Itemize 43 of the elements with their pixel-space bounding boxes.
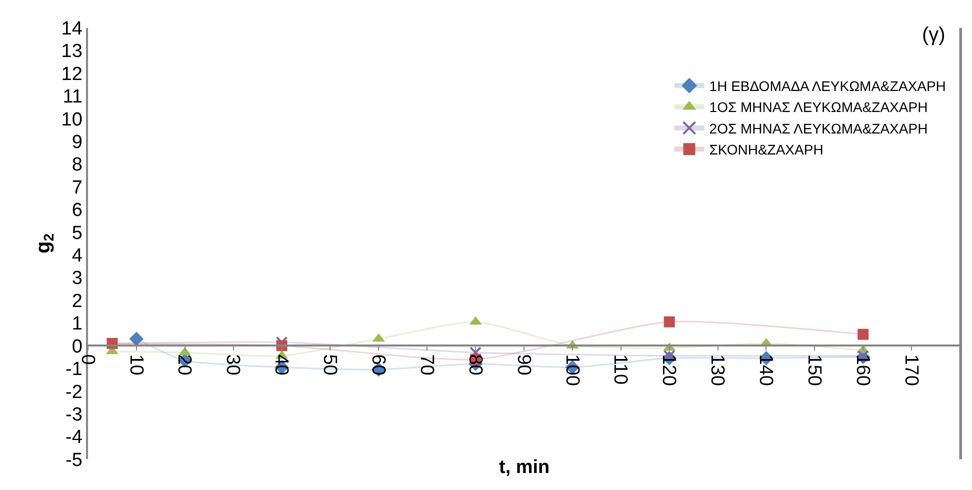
y-tick-label: 8 (72, 154, 82, 176)
y-tick-label: 12 (61, 64, 82, 85)
y-tick-label: 0 (72, 336, 82, 358)
y-tick-label: 10 (61, 109, 82, 130)
y-tick-label: 14 (61, 18, 83, 40)
legend-label: 1ΟΣ ΜΗΝΑΣ ΛΕΥΚΩΜΑ&ΖΑΧΑΡΗ (709, 99, 928, 116)
x-tick-label: 160 (852, 354, 873, 386)
y-tick-label: 5 (72, 222, 82, 244)
x-tick-label: 80 (464, 354, 486, 376)
chart-title: (γ) (922, 24, 946, 46)
x-tick-label: 140 (755, 354, 776, 386)
y-tick-label: 3 (72, 268, 82, 290)
x-tick-label: 100 (561, 354, 582, 386)
x-tick-label: 30 (222, 354, 244, 376)
x-tick-label: 130 (706, 354, 728, 386)
x-tick-label: 20 (174, 354, 195, 376)
x-tick-label: 120 (658, 354, 680, 386)
y-tick-label: -5 (66, 450, 82, 471)
y-tick-label: 9 (72, 132, 82, 153)
x-tick-label: 90 (512, 354, 534, 376)
x-tick-label: 50 (319, 354, 340, 376)
y-tick-label: -3 (66, 404, 82, 426)
y-tick-label: 6 (72, 200, 82, 222)
x-tick-label: 10 (125, 354, 146, 376)
y-tick-label: 1 (72, 314, 82, 335)
y-tick-label: 11 (62, 86, 82, 108)
x-tick-label: 150 (803, 354, 824, 386)
y-tick-label: 4 (72, 246, 83, 266)
x-tick-label: 40 (270, 354, 292, 376)
y-tick-label: -4 (66, 427, 83, 448)
x-tick-label: 70 (416, 354, 437, 376)
x-axis-title: t, min (499, 457, 550, 478)
legend-label: 2ΟΣ ΜΗΝΑΣ ΛΕΥΚΩΜΑ&ΖΑΧΑΡΗ (709, 120, 928, 136)
y-tick-label: 13 (61, 41, 82, 62)
y-tick-label: 7 (72, 177, 82, 198)
x-tick-label: 60 (367, 354, 388, 376)
x-tick-label: 170 (900, 354, 922, 386)
legend-label: ΣΚΟΝΗ&ΖΑΧΑΡΗ (709, 142, 824, 158)
y-tick-label: 2 (72, 290, 82, 312)
y-tick-label: -2 (66, 382, 82, 403)
x-tick-label: 110 (610, 354, 631, 385)
y-tick-label: -1 (66, 359, 82, 380)
legend-label: 1Η ΕΒΔΟΜΑΔΑ ΛΕΥΚΩΜΑ&ΖΑΧΑΡΗ (709, 78, 946, 94)
